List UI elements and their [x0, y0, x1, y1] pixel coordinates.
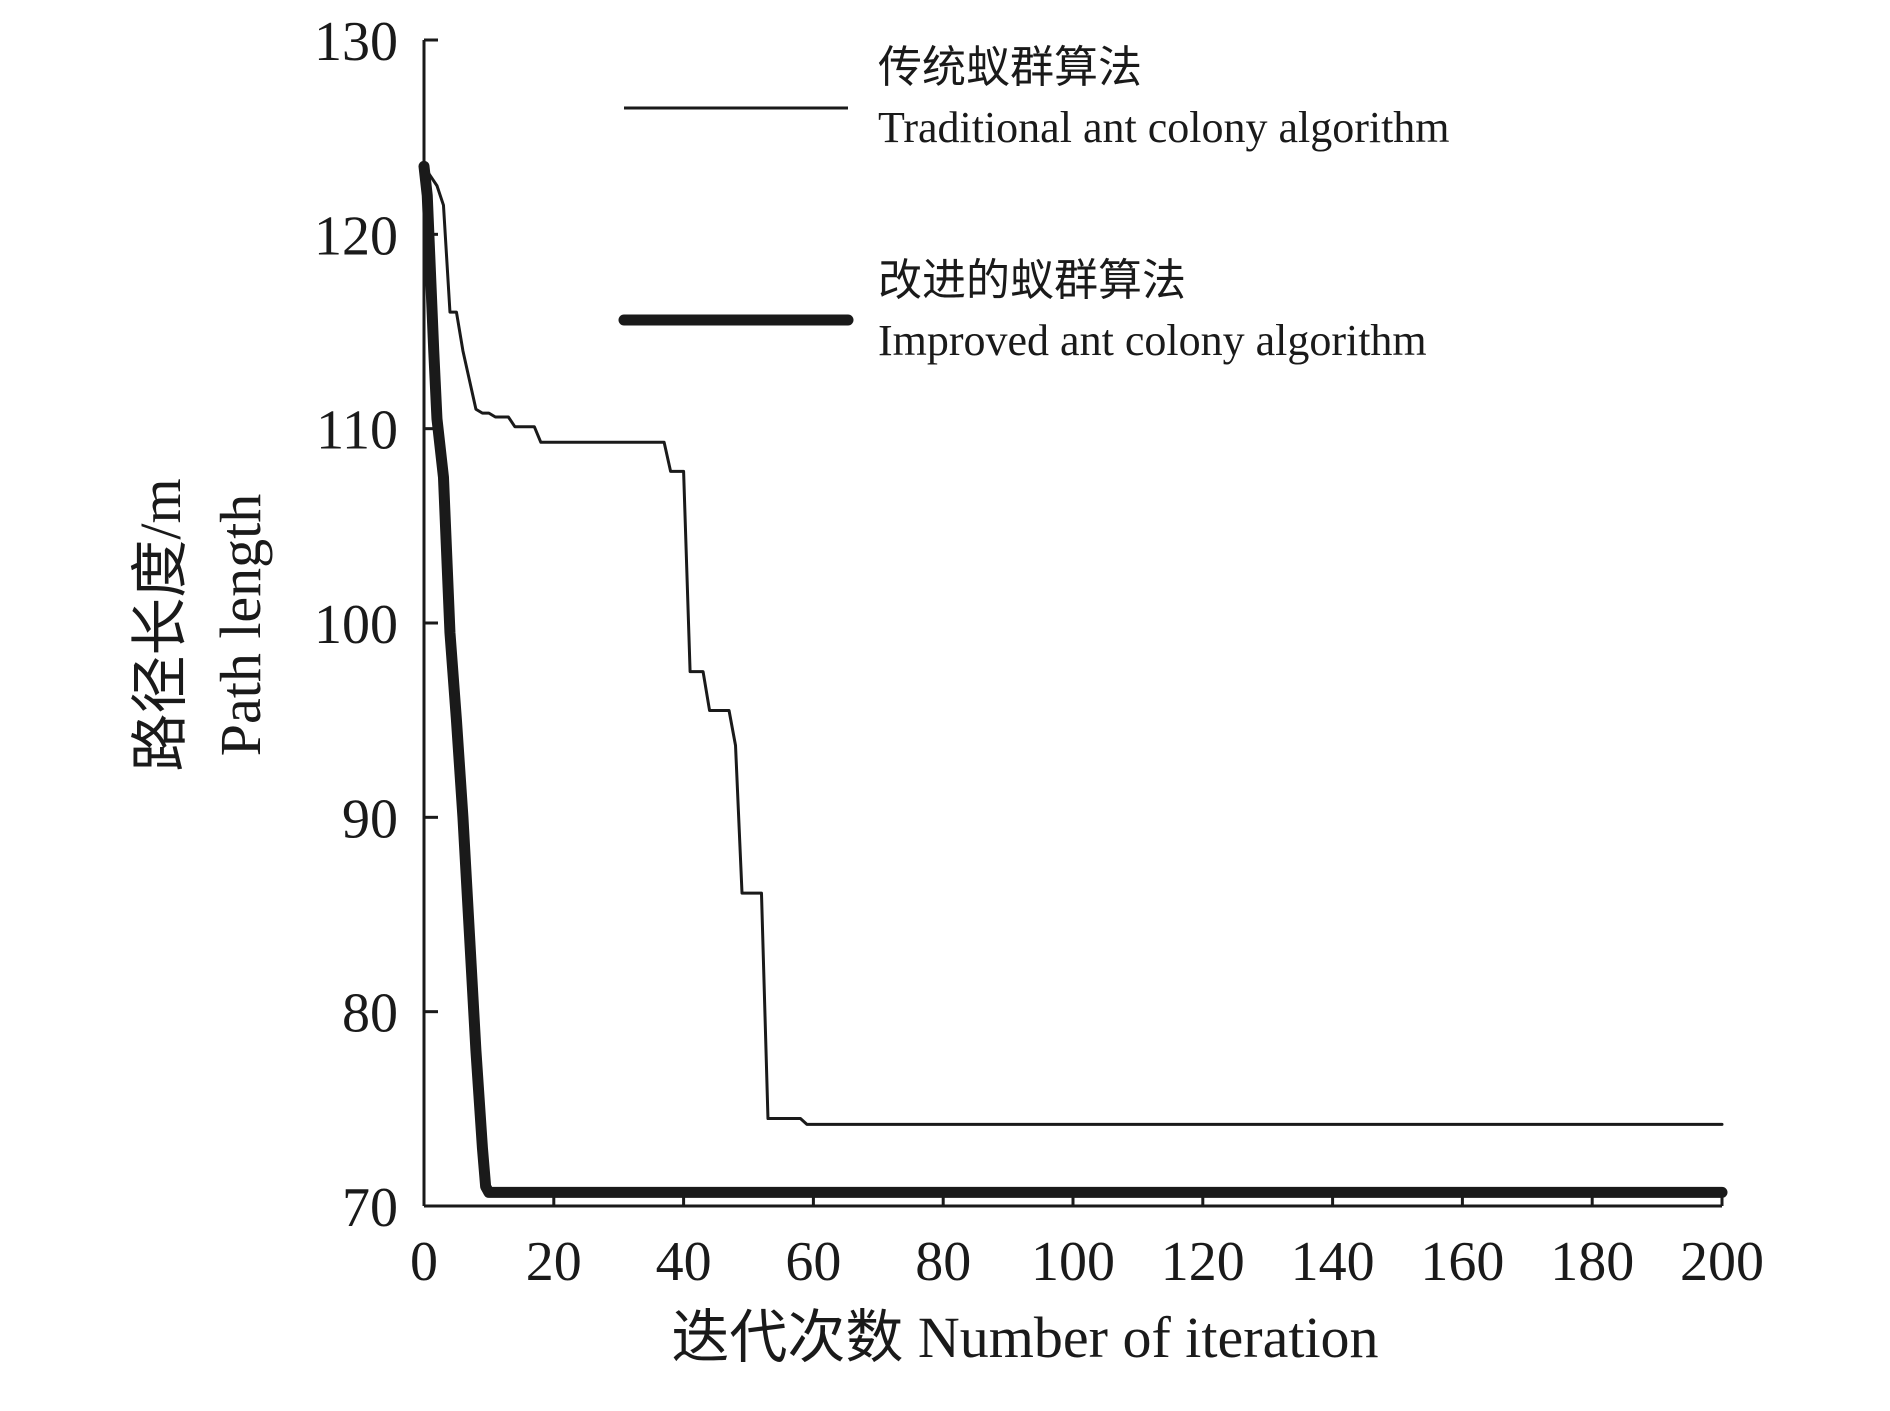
legend-label-traditional-zh: 传统蚁群算法: [878, 43, 1142, 92]
x-tick-label: 160: [1420, 1231, 1504, 1293]
y-axis-ticks: 70 80 90 100 110 120 130: [314, 11, 438, 1239]
x-tick-label: 120: [1161, 1231, 1245, 1293]
x-axis-ticks: 0 20 40 60 80 100 120 140 160 180 200: [410, 1192, 1764, 1293]
y-tick-label: 90: [342, 788, 398, 850]
y-tick-label: 70: [342, 1177, 398, 1239]
x-tick-label: 60: [785, 1231, 841, 1293]
y-tick-label: 120: [314, 205, 398, 267]
y-tick-label: 130: [314, 11, 398, 73]
x-tick-label: 0: [410, 1231, 438, 1293]
x-tick-label: 180: [1550, 1231, 1634, 1293]
series-line-improved: [418, 160, 1728, 1198]
legend-label-improved-en: Improved ant colony algorithm: [878, 316, 1427, 365]
y-axis-label: 路径长度/m Path length: [128, 478, 273, 771]
x-axis-label: 迭代次数 Number of iteration: [671, 1305, 1378, 1370]
x-tick-label: 40: [656, 1231, 712, 1293]
x-tick-label: 80: [915, 1231, 971, 1293]
y-axis-label-zh: 路径长度/m: [128, 478, 193, 771]
x-tick-label: 140: [1291, 1231, 1375, 1293]
y-tick-label: 100: [314, 594, 398, 656]
y-tick-label: 80: [342, 983, 398, 1045]
x-tick-label: 20: [526, 1231, 582, 1293]
legend: 传统蚁群算法 Traditional ant colony algorithm …: [618, 43, 1450, 365]
series-line-traditional: [422, 164, 1724, 1126]
legend-label-improved-zh: 改进的蚁群算法: [878, 256, 1186, 305]
series-layer: [418, 160, 1728, 1198]
x-tick-label: 100: [1031, 1231, 1115, 1293]
x-tick-label: 200: [1680, 1231, 1764, 1293]
legend-label-traditional-en: Traditional ant colony algorithm: [878, 103, 1450, 152]
y-axis-label-en: Path length: [208, 494, 273, 757]
y-tick-label: 110: [316, 400, 398, 462]
